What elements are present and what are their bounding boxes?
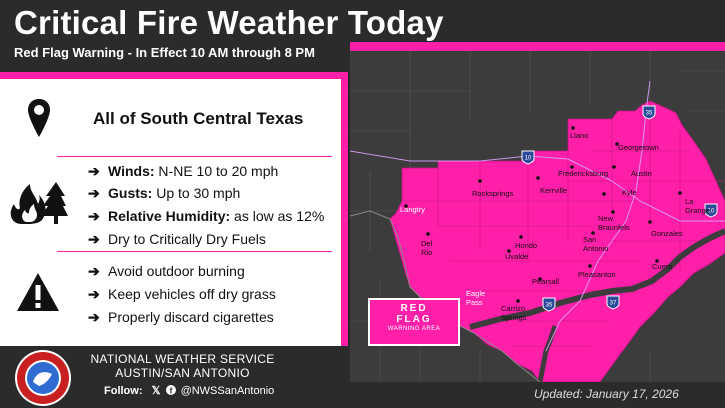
condition-winds: ➔ Winds: N-NE 10 to 20 mph xyxy=(88,163,279,179)
city-label: Cuero xyxy=(652,262,673,271)
city-label: Rocksprings xyxy=(472,189,514,198)
action-item: ➔ Keep vehicles off dry grass xyxy=(88,286,276,302)
highway-shield-icon: 35 xyxy=(542,297,556,312)
info-panel: All of South Central Texas ➔ Winds: N-NE … xyxy=(0,79,348,346)
divider xyxy=(57,251,332,252)
highway-shield-icon: 37 xyxy=(606,295,620,310)
highway-shield-icon: 10 xyxy=(704,203,718,218)
map-legend: RED FLAG WARNING AREA xyxy=(368,298,460,346)
social-handle[interactable]: @NWSSanAntonio xyxy=(180,385,275,397)
facebook-icon[interactable]: f xyxy=(165,385,176,396)
city-label: La Grange xyxy=(685,197,711,215)
svg-text:35: 35 xyxy=(546,303,553,309)
city-label: Hondo xyxy=(515,241,538,250)
city-label: Pleasanton xyxy=(578,270,616,279)
svg-text:37: 37 xyxy=(610,301,617,307)
page-subtitle: Red Flag Warning - In Effect 10 AM throu… xyxy=(14,45,315,60)
x-icon[interactable]: 𝕏 xyxy=(151,385,161,397)
map-pin-icon xyxy=(28,99,50,137)
highway-shield-icon: 10 xyxy=(521,150,535,165)
city-label: Fredericksburg xyxy=(558,169,609,178)
legend-line: WARNING AREA xyxy=(387,326,441,332)
accent-bar-left xyxy=(0,72,348,79)
fire-tree-icon xyxy=(10,182,68,224)
svg-text:f: f xyxy=(169,387,172,396)
city-label: Llano xyxy=(570,131,589,140)
legend-line: FLAG xyxy=(396,314,432,325)
svg-text:10: 10 xyxy=(525,156,532,162)
accent-bar-top xyxy=(350,42,725,51)
city-label: Carrizo Springs xyxy=(501,304,527,322)
location-text: All of South Central Texas xyxy=(93,109,304,128)
arrow-icon: ➔ xyxy=(88,309,100,325)
city-label: San Antonio xyxy=(583,235,609,253)
city-label: Kyle xyxy=(622,188,637,197)
svg-text:10: 10 xyxy=(708,209,715,215)
city-label: Kerrville xyxy=(540,186,568,195)
condition-humidity: ➔ Relative Humidity: as low as 12% xyxy=(88,208,325,224)
action-item: ➔ Avoid outdoor burning xyxy=(88,263,245,279)
arrow-icon: ➔ xyxy=(88,286,100,302)
condition-gusts: ➔ Gusts: Up to 30 mph xyxy=(88,185,241,201)
city-label: Del Rio xyxy=(421,239,433,257)
city-label: Uvalde xyxy=(505,252,529,261)
page-title: Critical Fire Weather Today xyxy=(14,4,444,41)
city-label: Eagle Pass xyxy=(466,289,486,307)
arrow-icon: ➔ xyxy=(88,263,100,279)
condition-fuels: ➔ Dry to Critically Dry Fuels xyxy=(88,231,266,247)
city-label: Langtry xyxy=(400,205,426,214)
follow-row: Follow: 𝕏 f @NWSSanAntonio xyxy=(104,385,275,397)
arrow-icon: ➔ xyxy=(88,185,100,201)
accent-bar-panel xyxy=(341,79,348,346)
city-label: New Braunfels xyxy=(598,214,630,232)
legend-line: RED xyxy=(400,303,428,314)
divider xyxy=(57,156,332,157)
city-label: Georgetown xyxy=(618,143,659,152)
updated-timestamp: Updated: January 17, 2026 xyxy=(534,387,679,401)
action-item: ➔ Properly discard cigarettes xyxy=(88,309,274,325)
warning-triangle-icon xyxy=(17,273,59,311)
arrow-icon: ➔ xyxy=(88,208,100,224)
arrow-icon: ➔ xyxy=(88,231,100,247)
nws-logo xyxy=(15,350,71,406)
svg-text:35: 35 xyxy=(646,111,653,117)
city-label: Gonzales xyxy=(651,229,683,238)
highway-shield-icon: 35 xyxy=(642,105,656,120)
arrow-icon: ➔ xyxy=(88,163,100,179)
org-name: NATIONAL WEATHER SERVICE AUSTIN/SAN ANTO… xyxy=(90,352,275,380)
city-label: Austin xyxy=(631,169,652,178)
city-label: Pearsall xyxy=(532,277,560,286)
